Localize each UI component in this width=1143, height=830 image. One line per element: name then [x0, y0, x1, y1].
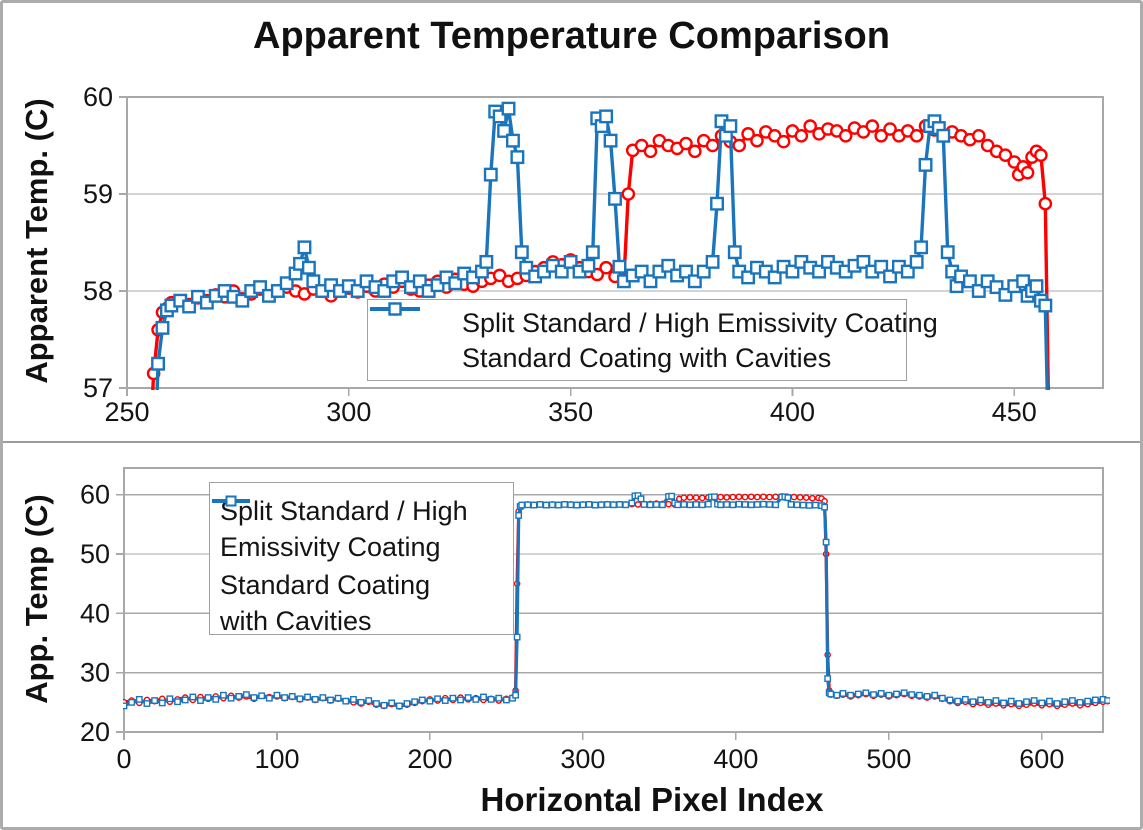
- legend-label: Standard Coating with Cavities: [220, 570, 431, 636]
- svg-text:57: 57: [83, 373, 113, 403]
- svg-text:300: 300: [326, 397, 371, 427]
- legend-entry-blue: Standard Coating with Cavities: [370, 302, 906, 376]
- svg-text:350: 350: [548, 397, 593, 427]
- legend-label: Split Standard / High Emissivity Coating: [462, 308, 938, 338]
- svg-text:60: 60: [80, 480, 110, 510]
- svg-text:450: 450: [992, 397, 1037, 427]
- legend-label: Split Standard / High Emissivity Coating: [220, 496, 468, 562]
- blue-series-line-icon: [370, 302, 420, 316]
- svg-text:500: 500: [866, 744, 911, 774]
- svg-text:400: 400: [770, 397, 815, 427]
- top-y-axis-title: Apparent Temp. (C): [19, 98, 54, 384]
- svg-text:600: 600: [1019, 744, 1064, 774]
- top-chart-plot: 57 58 59 60 250 300 350 400 450: [83, 82, 1104, 427]
- svg-text:200: 200: [407, 744, 452, 774]
- svg-text:40: 40: [80, 598, 110, 628]
- legend-entry-blue: Standard Coating with Cavities: [212, 495, 513, 639]
- legend-label: Standard Coating with Cavities: [462, 343, 832, 373]
- bottom-x-axis-title: Horizontal Pixel Index: [480, 781, 824, 818]
- top-chart-panel: 57 58 59 60 250 300 350 400 450 Apparent Tempera…: [3, 3, 1140, 441]
- svg-text:59: 59: [83, 179, 113, 209]
- svg-text:20: 20: [80, 717, 110, 747]
- svg-text:300: 300: [560, 744, 605, 774]
- svg-text:58: 58: [83, 276, 113, 306]
- svg-text:50: 50: [80, 539, 110, 569]
- svg-text:250: 250: [104, 397, 149, 427]
- svg-text:60: 60: [83, 82, 113, 112]
- blue-series-line-icon: [212, 495, 250, 507]
- svg-text:100: 100: [254, 744, 299, 774]
- top-chart-legend: Split Standard / High Emissivity Coating…: [367, 299, 938, 381]
- bottom-chart-legend: Split Standard / High Emissivity Coating…: [209, 482, 514, 636]
- bottom-chart-panel: 20 30 40 50 60 0 100 200 300 400 500 600 App. Temp …: [3, 441, 1140, 827]
- bottom-y-axis-title: App. Temp (C): [19, 494, 54, 704]
- legend-entry-red: Split Standard / High Emissivity Coating: [370, 302, 938, 341]
- svg-text:30: 30: [80, 658, 110, 688]
- chart-title: Apparent Temperature Comparison: [253, 15, 890, 57]
- svg-text:0: 0: [116, 744, 131, 774]
- svg-text:400: 400: [713, 744, 758, 774]
- legend-entry-red: Split Standard / High Emissivity Coating: [212, 493, 513, 565]
